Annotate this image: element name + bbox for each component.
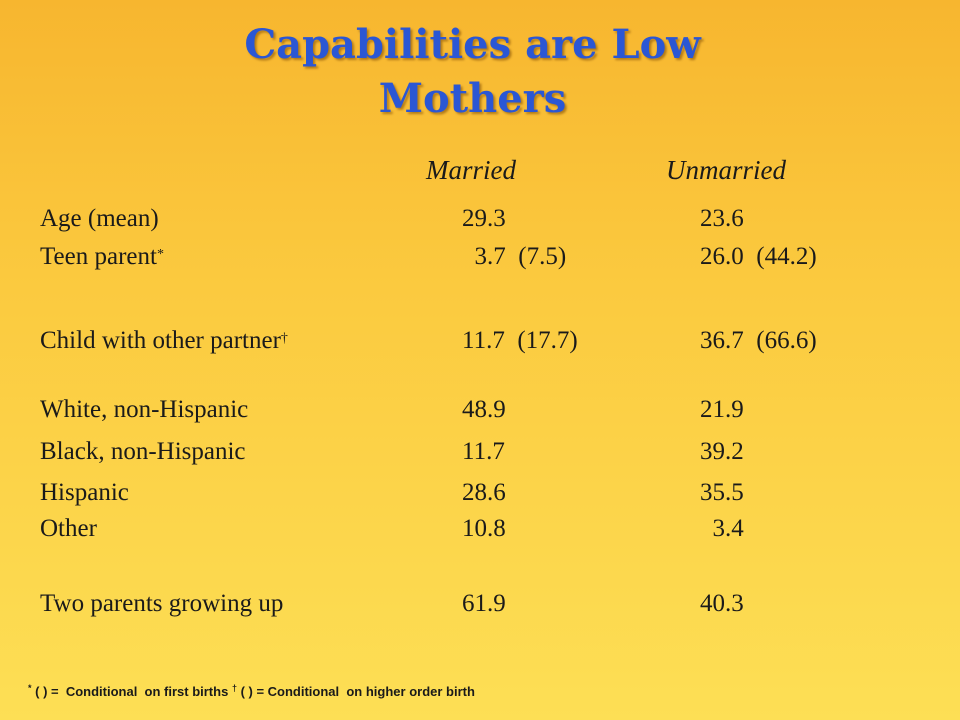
unmarried-value-teen-parent: 26.0 (44.2) [700, 243, 817, 270]
unmarried-value-other: 3.4 [700, 515, 744, 542]
row-label-child-other-partner: Child with other partner† [40, 327, 288, 354]
row-label-black: Black, non-Hispanic [40, 438, 246, 465]
column-header-unmarried: Unmarried [666, 155, 786, 185]
footnote-dagger: † [231, 683, 237, 693]
married-value-other: 10.8 [462, 515, 506, 542]
asterisk-mark: * [156, 247, 164, 262]
footnote-text-first-births: ( ) = Conditional on first births [31, 684, 232, 699]
unmarried-value-two-parents: 40.3 [700, 590, 744, 617]
unmarried-value-hispanic: 35.5 [700, 479, 744, 506]
row-label-age: Age (mean) [40, 205, 159, 232]
column-header-married: Married [426, 155, 516, 185]
unmarried-value-child-other-partner: 36.7 (66.6) [700, 327, 817, 354]
slide-title-line-1: Capabilities are Low [244, 21, 701, 68]
row-label-hispanic: Hispanic [40, 479, 129, 506]
row-label-teen-parent: Teen parent* [40, 243, 164, 270]
married-value-white: 48.9 [462, 396, 506, 423]
married-value-two-parents: 61.9 [462, 590, 506, 617]
row-label-other: Other [40, 515, 97, 542]
married-value-age: 29.3 [462, 205, 506, 232]
married-value-hispanic: 28.6 [462, 479, 506, 506]
footnote-asterisk: * [28, 683, 32, 693]
unmarried-value-age: 23.6 [700, 205, 744, 232]
unmarried-value-white: 21.9 [700, 396, 744, 423]
footnote-text-higher-order: ( ) = Conditional on higher order birth [236, 684, 475, 699]
dagger-mark: † [280, 331, 288, 346]
row-label-two-parents: Two parents growing up [40, 590, 284, 617]
unmarried-value-black: 39.2 [700, 438, 744, 465]
slide-title-line-2: Mothers [378, 75, 567, 122]
married-value-teen-parent: 3.7 (7.5) [462, 243, 567, 270]
married-value-child-other-partner: 11.7 (17.7) [462, 327, 578, 354]
footnote: * ( ) = Conditional on first births † ( … [28, 683, 475, 699]
row-label-white: White, non-Hispanic [40, 396, 249, 423]
married-value-black: 11.7 [462, 438, 505, 465]
